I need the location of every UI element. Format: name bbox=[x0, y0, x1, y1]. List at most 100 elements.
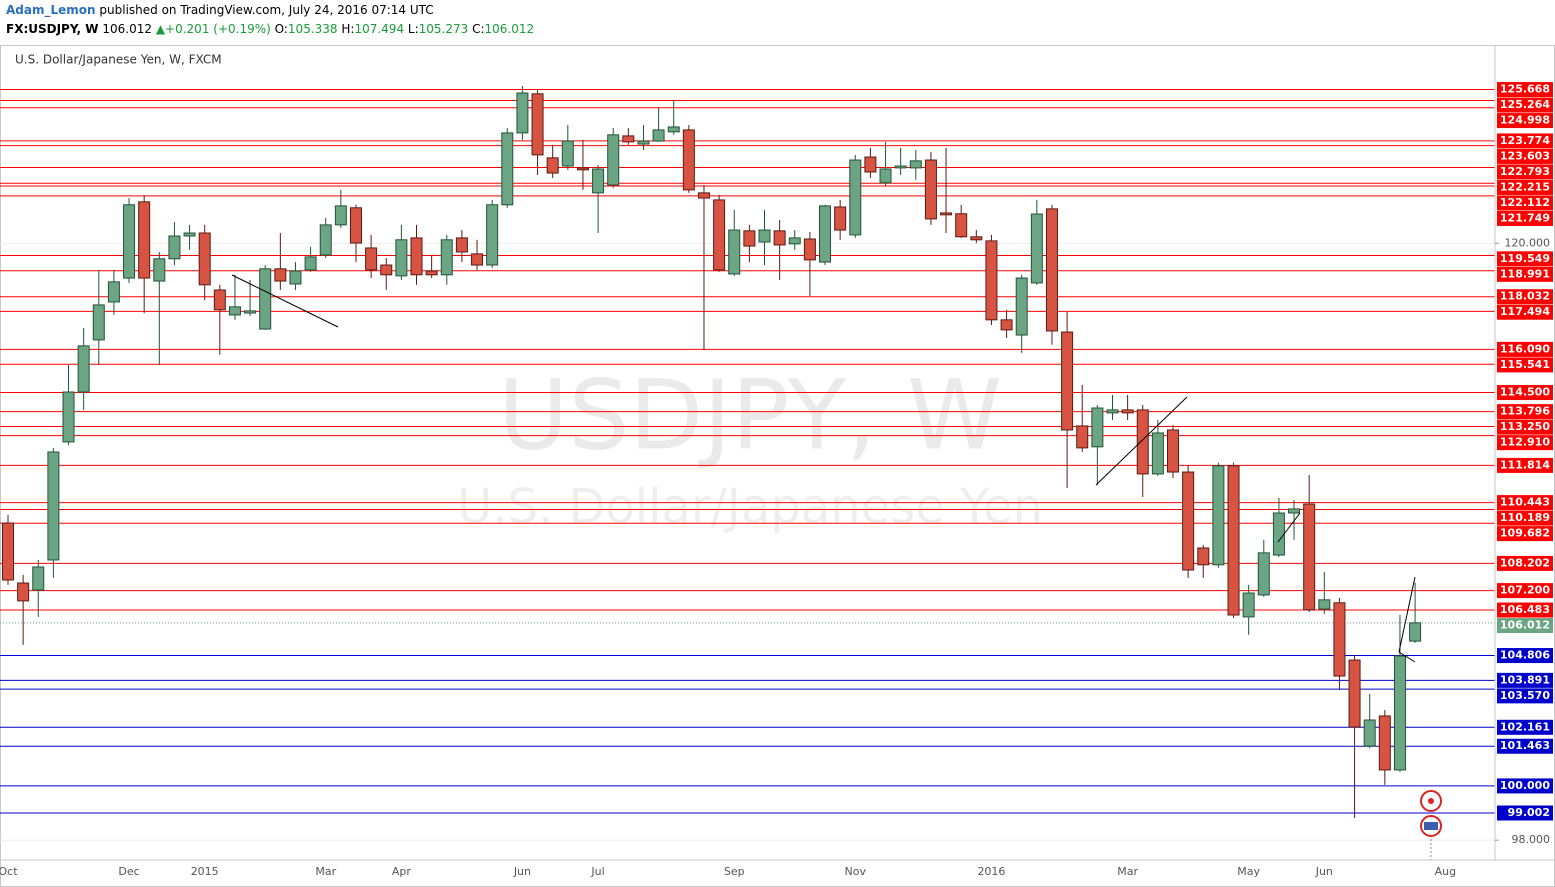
up-arrow: ▲ bbox=[155, 22, 166, 36]
price-label: 106.483 bbox=[1500, 603, 1550, 616]
candle-body bbox=[1288, 508, 1301, 514]
price-label: 125.264 bbox=[1500, 98, 1550, 111]
price-label: 118.032 bbox=[1500, 290, 1550, 303]
candle-body bbox=[909, 160, 922, 169]
candle-body bbox=[1136, 409, 1149, 475]
candle-body bbox=[1167, 429, 1180, 473]
price-label: 122.112 bbox=[1500, 196, 1550, 209]
candle-body bbox=[349, 207, 362, 244]
price-label: 121.749 bbox=[1500, 211, 1550, 224]
x-tick-label: Jun bbox=[513, 865, 531, 878]
candle-body bbox=[1076, 425, 1089, 449]
chart: USDJPY, W U.S. Dollar/Japanese Yen 125.6… bbox=[0, 45, 1555, 887]
price-label: 108.202 bbox=[1500, 556, 1550, 569]
price-label-box bbox=[1497, 778, 1553, 794]
candle-body bbox=[198, 232, 211, 286]
candle-body bbox=[1363, 719, 1376, 747]
chart-title: U.S. Dollar/Japanese Yen, W, FXCM bbox=[15, 53, 222, 67]
candle-body bbox=[864, 156, 877, 173]
candle-body bbox=[1242, 592, 1255, 618]
candle-body bbox=[380, 264, 393, 276]
price-label: 111.814 bbox=[1500, 458, 1550, 471]
y-tick-label: 120.000 bbox=[1505, 236, 1551, 249]
candle-body bbox=[77, 345, 90, 393]
watermark-sub: U.S. Dollar/Japanese Yen bbox=[457, 479, 1043, 535]
candle-body bbox=[1045, 208, 1058, 332]
candle-body bbox=[607, 134, 620, 186]
trend-line bbox=[231, 274, 339, 328]
drawings bbox=[231, 274, 1416, 663]
candle-body bbox=[1030, 213, 1043, 284]
candle-body bbox=[289, 270, 302, 285]
candle-body bbox=[395, 239, 408, 277]
high-label: H: bbox=[341, 22, 355, 36]
candle-body bbox=[773, 230, 786, 246]
candle-body bbox=[440, 239, 453, 276]
header: Adam_Lemon published on TradingView.com,… bbox=[0, 0, 1555, 45]
price-label-box bbox=[1497, 510, 1553, 526]
candle-body bbox=[849, 159, 862, 236]
candle-body bbox=[183, 232, 196, 237]
price-label: 115.541 bbox=[1500, 358, 1550, 371]
price-label: 123.603 bbox=[1500, 149, 1550, 162]
price-label-box bbox=[1497, 435, 1553, 451]
candle-body bbox=[1121, 409, 1134, 414]
low-label: L: bbox=[407, 22, 419, 36]
price-label-box bbox=[1497, 672, 1553, 688]
price-label-box bbox=[1497, 419, 1553, 435]
event-flag bbox=[1424, 822, 1438, 830]
price-label-box bbox=[1497, 179, 1553, 195]
levels bbox=[0, 89, 1495, 814]
trend-line bbox=[1095, 396, 1188, 486]
close-label: C: bbox=[472, 22, 485, 36]
price-label-box bbox=[1497, 404, 1553, 420]
candle-body bbox=[123, 204, 136, 279]
candle-body bbox=[940, 212, 953, 216]
price-label-box bbox=[1497, 738, 1553, 754]
price-label-box bbox=[1497, 289, 1553, 305]
x-tick-label: Dec bbox=[118, 865, 139, 878]
candle-body bbox=[743, 230, 756, 247]
price-label: 114.500 bbox=[1500, 386, 1550, 399]
candle-body bbox=[17, 582, 30, 602]
x-tick-label: 2016 bbox=[977, 865, 1005, 878]
x-tick-label: Nov bbox=[845, 865, 867, 878]
x-tick-label: Mar bbox=[1117, 865, 1138, 878]
candle-body bbox=[274, 268, 287, 282]
candle-body bbox=[319, 224, 332, 256]
price-label: 110.443 bbox=[1500, 496, 1550, 509]
y-tick-label: 98.000 bbox=[1512, 833, 1551, 846]
price-label: 122.793 bbox=[1500, 165, 1550, 178]
x-tick-label: Sep bbox=[724, 865, 745, 878]
price-label: 113.796 bbox=[1500, 405, 1550, 418]
candle-body bbox=[516, 92, 529, 134]
last: 106.012 bbox=[102, 22, 152, 36]
x-tick-label: Jul bbox=[590, 865, 604, 878]
candle-body bbox=[652, 129, 665, 142]
price-label: 102.161 bbox=[1500, 720, 1550, 733]
price-label-box bbox=[1497, 304, 1553, 320]
x-tick-label: 2015 bbox=[191, 865, 219, 878]
x-tick-label: Aug bbox=[1435, 865, 1456, 878]
candle-body bbox=[667, 126, 680, 133]
candle-body bbox=[304, 256, 317, 271]
candle-body bbox=[894, 165, 907, 169]
candle-body bbox=[834, 206, 847, 231]
candle-body bbox=[1257, 552, 1270, 596]
price-label-box bbox=[1497, 385, 1553, 401]
candle-body bbox=[1106, 409, 1119, 414]
candle-body bbox=[471, 253, 484, 266]
price-label: 110.189 bbox=[1500, 511, 1550, 524]
candle-body bbox=[924, 159, 937, 220]
author[interactable]: Adam_Lemon bbox=[6, 3, 96, 17]
candle-body bbox=[47, 451, 60, 561]
price-label-box bbox=[1497, 688, 1553, 704]
x-tick-label: May bbox=[1237, 865, 1260, 878]
candle-body bbox=[1212, 465, 1225, 566]
candle-body bbox=[365, 247, 378, 271]
candle-body bbox=[592, 168, 605, 194]
price-label: 99.002 bbox=[1508, 806, 1550, 819]
candle-body bbox=[32, 566, 45, 591]
candle-body bbox=[153, 258, 166, 282]
candle-body bbox=[425, 270, 438, 276]
